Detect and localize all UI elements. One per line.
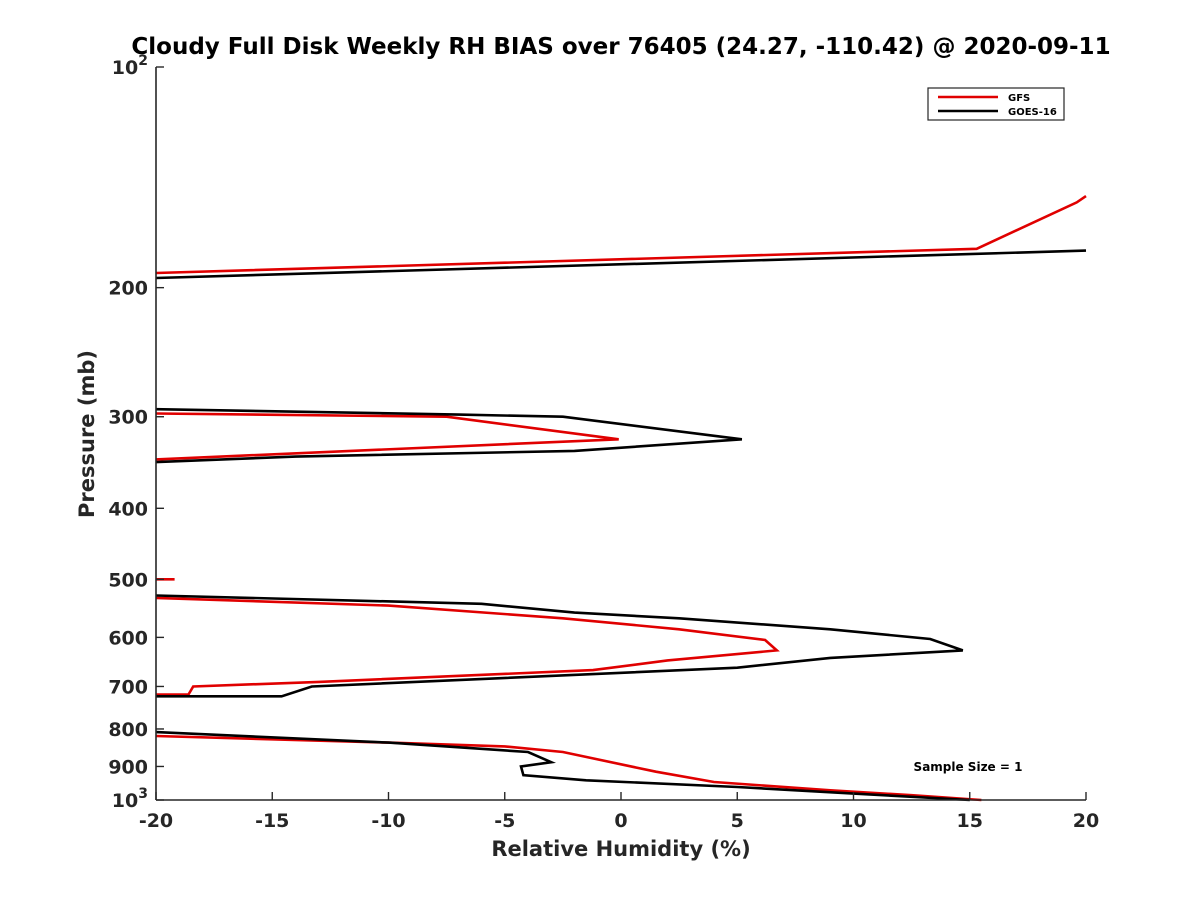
- legend-label-goes-16: GOES-16: [1008, 107, 1057, 118]
- series-line-gfs: [155, 412, 619, 461]
- x-tick-label: 10: [840, 810, 866, 832]
- y-tick-label: 800: [108, 719, 148, 741]
- y-tick-label: 200: [108, 278, 148, 300]
- series-line-goes-16: [155, 249, 1087, 280]
- x-tick-label: 20: [1073, 810, 1099, 832]
- series-line-gfs: [155, 195, 1087, 275]
- legend: GFS GOES-16: [927, 87, 1065, 121]
- y-tick-label: 300: [108, 407, 148, 429]
- x-tick-label: -10: [371, 810, 405, 832]
- y-tick-label: 103: [112, 786, 148, 812]
- legend-label-gfs: GFS: [1008, 93, 1030, 104]
- series-line-goes-16: [155, 407, 743, 464]
- y-axis-label: Pressure (mb): [75, 350, 99, 518]
- y-tick-label: 900: [108, 756, 148, 778]
- sample-size-annotation: Sample Size = 1: [914, 760, 1023, 774]
- series-goes-16: [155, 249, 1087, 802]
- x-axis-label: Relative Humidity (%): [491, 837, 750, 861]
- y-tick-label: 600: [108, 627, 148, 649]
- x-tick-label: 15: [957, 810, 983, 832]
- series-line-goes-16: [155, 730, 970, 802]
- series-gfs: [155, 195, 1087, 802]
- y-tick-label: 500: [108, 569, 148, 591]
- series-line-gfs: [155, 596, 780, 696]
- series-layer: [155, 195, 1087, 802]
- series-line-goes-16: [155, 594, 964, 698]
- axes: -20 -15 -10 -5 0 5 10 15 20 102 200 300 400 500 600 700…: [108, 53, 1099, 832]
- y-tick-label: 700: [108, 676, 148, 698]
- x-tick-label: -5: [494, 810, 515, 832]
- y-tick-label: 400: [108, 498, 148, 520]
- x-tick-label: -20: [139, 810, 173, 832]
- x-tick-label: -15: [255, 810, 289, 832]
- x-tick-label: 5: [731, 810, 744, 832]
- series-line-gfs: [155, 734, 982, 802]
- chart-title: Cloudy Full Disk Weekly RH BIAS over 764…: [131, 34, 1110, 60]
- y-tick-label: 102: [112, 53, 148, 79]
- legend-box: [927, 87, 1065, 121]
- x-tick-label: 0: [614, 810, 627, 832]
